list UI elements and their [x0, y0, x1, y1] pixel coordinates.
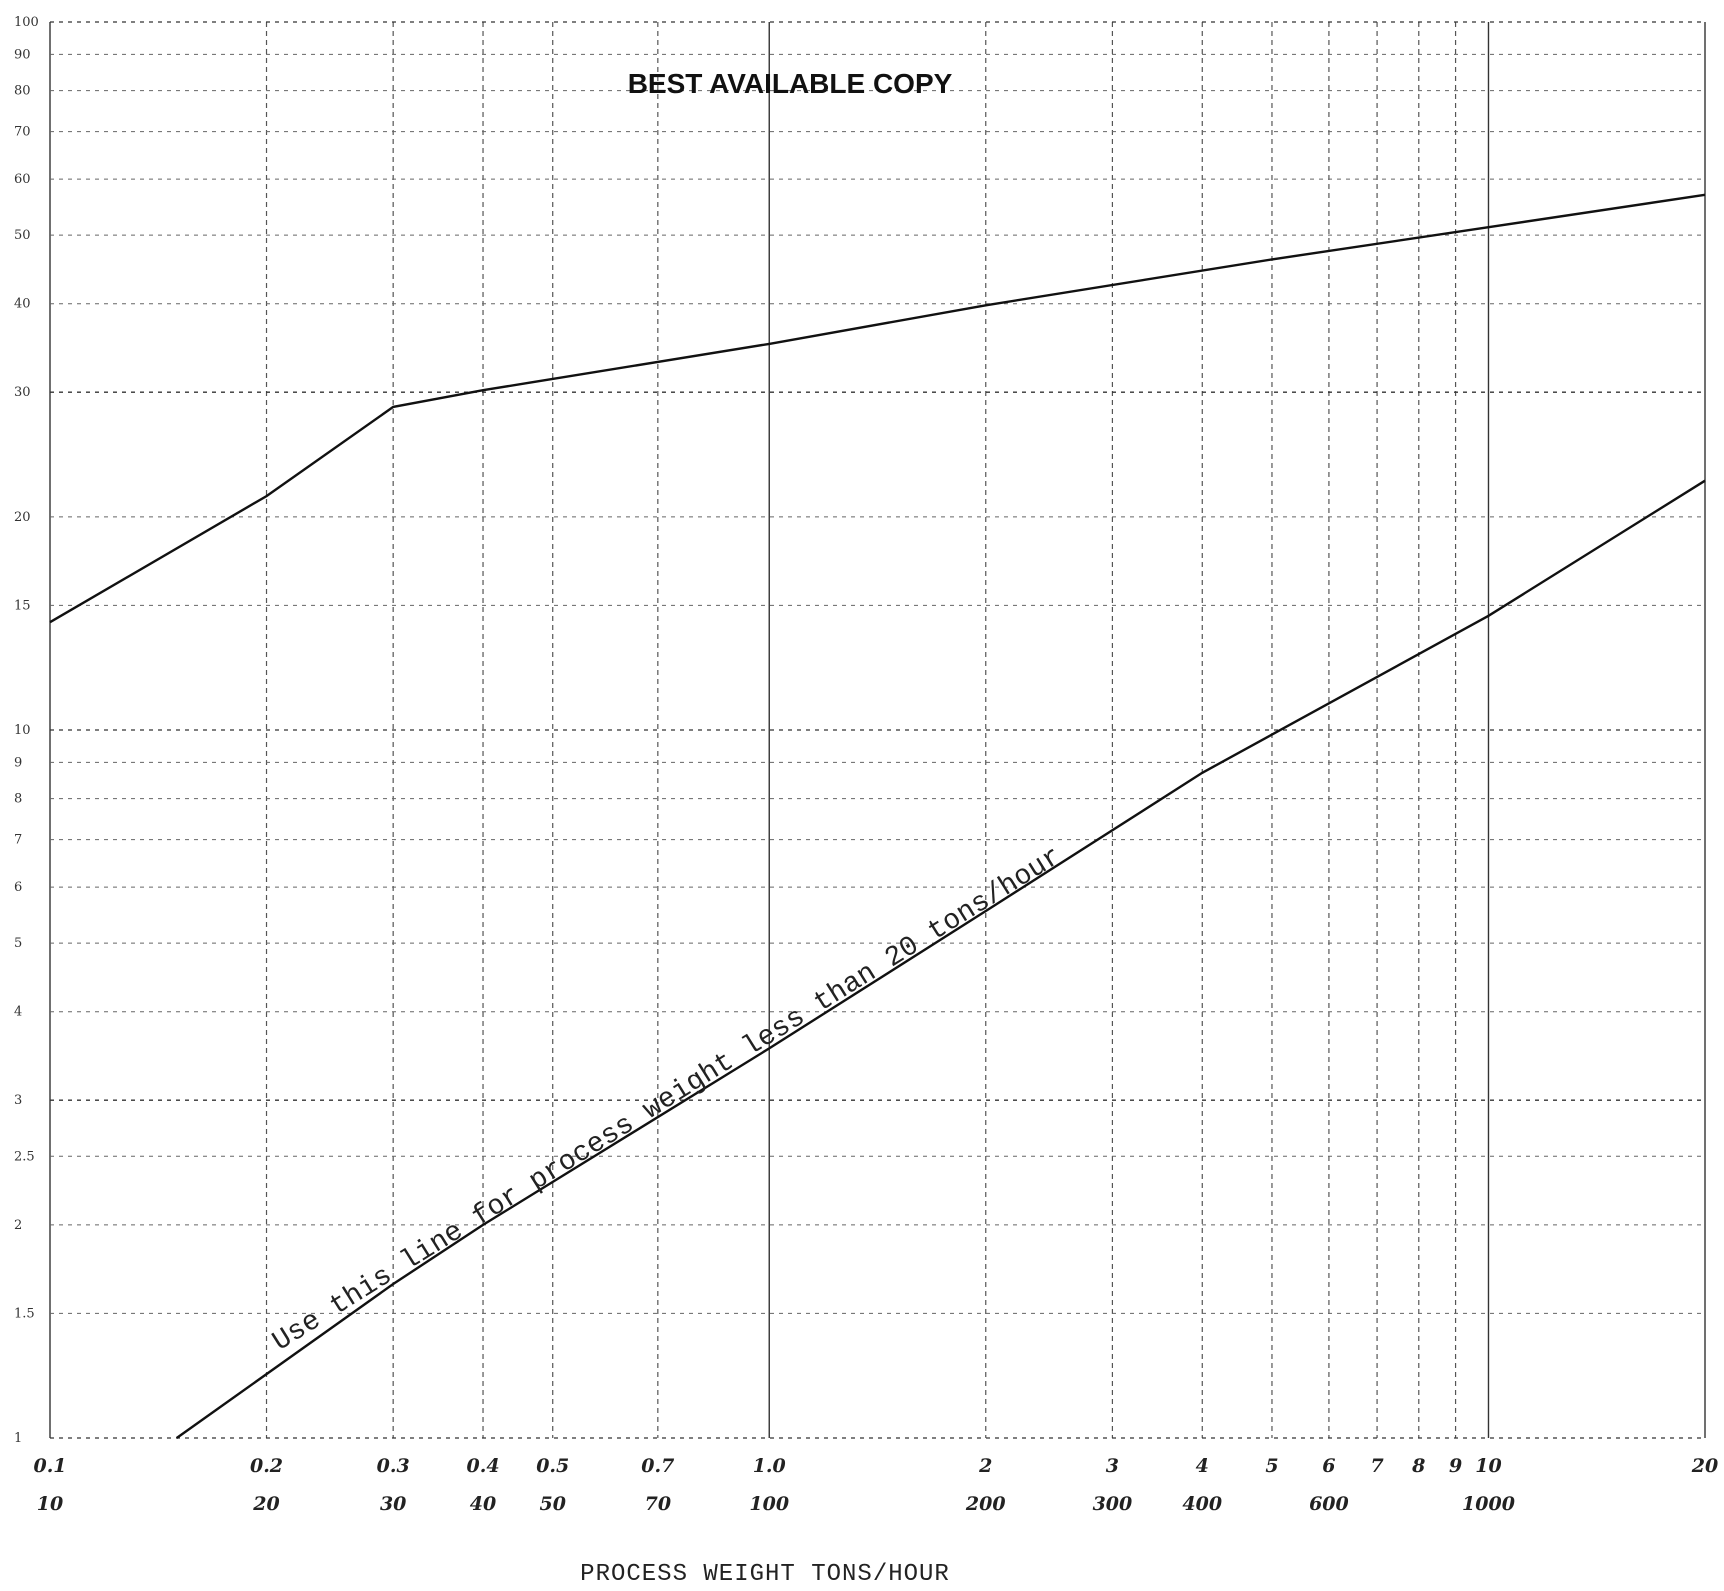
y-tick-labels: 100 90 80 70 60 50 40 30 20 15 10 9 8 7 6 5 4 3 2.5 2 1.5 1 [14, 15, 39, 1446]
x-tick-label-lower: 200 [965, 1493, 1006, 1515]
y-tick-label: 3 [14, 1093, 22, 1108]
y-tick-label: 60 [14, 172, 31, 187]
x-tick-label-upper: 0.7 [641, 1455, 674, 1477]
y-tick-label: 9 [14, 755, 22, 770]
y-tick-label: 50 [14, 228, 31, 243]
x-tick-label-lower: 70 [645, 1493, 671, 1515]
x-tick-labels: 0.1 0.2 0.3 0.4 0.5 0.7 1.0 2 3 4 5 6 7 8 9 10 20 10 20 30 4… [33, 1455, 1718, 1515]
lower-emission-line [176, 479, 1706, 1439]
x-axis-label: PROCESS WEIGHT TONS/HOUR [580, 1561, 950, 1588]
y-tick-label: 4 [14, 1005, 22, 1020]
x-tick-label-upper: 20 [1691, 1455, 1718, 1477]
x-tick-label-lower: 10 [37, 1493, 63, 1515]
x-tick-label-upper: 8 [1411, 1455, 1425, 1477]
y-tick-label: 6 [14, 880, 22, 895]
x-tick-label-upper: 9 [1449, 1455, 1462, 1477]
x-tick-label-upper: 0.4 [466, 1455, 499, 1477]
y-tick-label: 5 [14, 936, 22, 951]
y-tick-label: 1.5 [14, 1306, 35, 1321]
y-tick-label: 1 [14, 1431, 22, 1446]
x-tick-label-lower: 300 [1093, 1493, 1133, 1515]
x-tick-label-upper: 7 [1370, 1455, 1383, 1477]
x-tick-label-upper: 0.5 [536, 1455, 569, 1477]
x-tick-label-lower: 400 [1182, 1493, 1222, 1515]
y-tick-label: 15 [14, 598, 31, 613]
x-tick-label-lower: 100 [749, 1493, 789, 1515]
x-tick-label-upper: 0.3 [377, 1455, 410, 1477]
x-tick-label-upper: 0.2 [250, 1455, 283, 1477]
y-tick-label: 90 [14, 47, 31, 62]
x-tick-label-upper: 0.1 [33, 1455, 66, 1477]
x-tick-label-lower: 20 [252, 1493, 279, 1515]
x-tick-label-upper: 6 [1322, 1455, 1335, 1477]
x-tick-label-lower: 1000 [1462, 1493, 1515, 1515]
x-tick-label-upper: 10 [1475, 1455, 1501, 1477]
x-tick-label-upper: 5 [1265, 1455, 1278, 1477]
y-tick-label: 30 [14, 385, 31, 400]
y-tick-label: 10 [14, 723, 31, 738]
y-tick-label: 2.5 [14, 1149, 35, 1164]
x-tick-label-lower: 40 [470, 1493, 496, 1515]
x-tick-label-lower: 50 [540, 1493, 566, 1515]
x-tick-label-upper: 1.0 [753, 1455, 786, 1477]
y-tick-label: 40 [14, 297, 31, 312]
y-tick-label: 8 [14, 792, 22, 807]
y-tick-label: 80 [14, 84, 31, 99]
y-tick-label: 100 [14, 15, 39, 30]
series-lines [49, 193, 1706, 1439]
best-available-copy-banner: BEST AVAILABLE COPY [628, 68, 953, 99]
x-tick-label-upper: 3 [1106, 1455, 1119, 1477]
y-tick-label: 7 [14, 833, 22, 848]
y-tick-label: 20 [14, 510, 31, 525]
x-tick-label-lower: 30 [380, 1493, 406, 1515]
upper-emission-line [49, 193, 1706, 624]
x-tick-label-upper: 4 [1196, 1455, 1209, 1477]
y-tick-label: 70 [14, 125, 31, 140]
y-tick-label: 2 [14, 1218, 22, 1233]
grid [49, 21, 1706, 1439]
x-tick-label-upper: 2 [978, 1455, 992, 1477]
x-tick-label-lower: 600 [1309, 1493, 1349, 1515]
